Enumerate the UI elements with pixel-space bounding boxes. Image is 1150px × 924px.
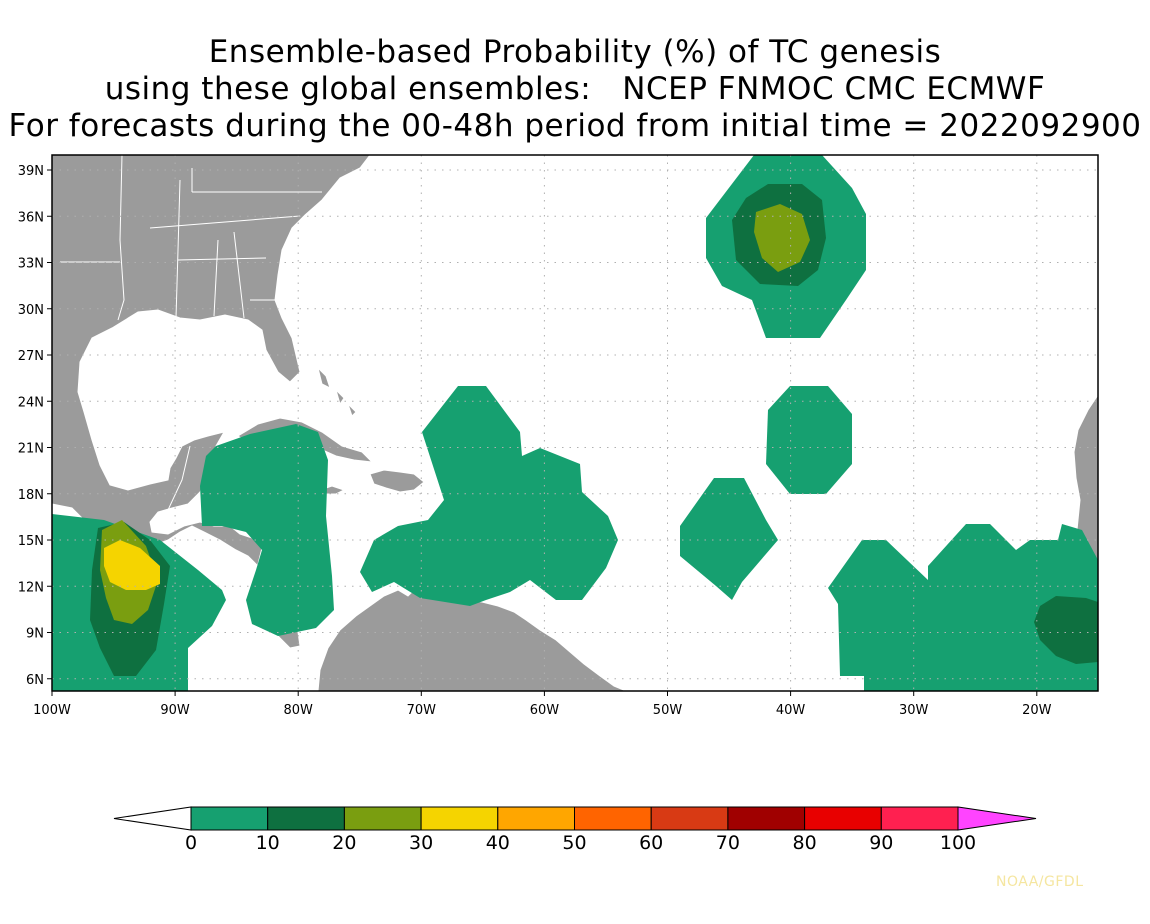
contour-0-10 xyxy=(828,524,1098,691)
axis-ticks xyxy=(47,169,1038,696)
probability-contours xyxy=(52,155,1098,691)
land xyxy=(52,155,1098,691)
lon-axis-labels: 100W 90W 80W 70W 60W 50W 40W 30W 20W xyxy=(33,703,1051,718)
lat-tick-label: 18N xyxy=(18,488,44,503)
lon-tick-label: 30W xyxy=(899,703,929,718)
colorbar-label: 50 xyxy=(562,832,586,854)
lon-tick-label: 50W xyxy=(653,703,683,718)
lat-tick-label: 15N xyxy=(18,534,44,549)
colorbar-bin-10 xyxy=(267,806,345,831)
title-line-2: using these global ensembles: NCEP FNMOC… xyxy=(104,71,1046,107)
colorbar-label: 60 xyxy=(639,832,663,854)
credit-text: NOAA/GFDL xyxy=(996,874,1084,890)
hispaniola-land xyxy=(369,469,425,493)
lon-tick-label: 40W xyxy=(776,703,806,718)
colorbar-legend: 0 10 20 30 40 50 60 70 80 90 100 xyxy=(113,806,1037,854)
colorbar-bin-90 xyxy=(880,806,959,831)
colorbar-label: 40 xyxy=(486,832,510,854)
colorbar-bin-30 xyxy=(420,806,499,831)
contour-20-30 xyxy=(754,204,810,272)
lat-tick-label: 30N xyxy=(18,303,44,318)
lon-tick-label: 80W xyxy=(283,703,313,718)
north-america-land xyxy=(52,155,371,649)
lat-tick-label: 6N xyxy=(26,673,44,688)
lat-axis-labels: 39N 36N 33N 30N 27N 24N 21N 18N 15N 12N 9N 6N xyxy=(18,164,44,688)
contour-10-20 xyxy=(1034,596,1098,664)
lat-tick-label: 27N xyxy=(18,349,44,364)
colorbar-label: 30 xyxy=(409,832,433,854)
colorbar-bin-50 xyxy=(574,806,652,831)
contour-30-40 xyxy=(104,540,160,590)
colorbar-label: 70 xyxy=(716,832,740,854)
colorbar-label: 10 xyxy=(256,832,280,854)
colorbar-bin-60 xyxy=(650,806,729,831)
colorbar-over-arrow xyxy=(957,806,1037,831)
map-frame xyxy=(51,154,1099,692)
contour-0-10 xyxy=(360,386,618,606)
colorbar-bin-20 xyxy=(343,806,422,831)
title-line-3: For forecasts during the 00-48h period f… xyxy=(8,108,1142,144)
contour-0-10 xyxy=(200,424,334,636)
contour-0-10 xyxy=(680,478,778,600)
colorbar-label: 20 xyxy=(332,832,356,854)
lat-tick-label: 9N xyxy=(26,627,44,642)
lon-tick-label: 60W xyxy=(530,703,560,718)
map-area xyxy=(52,155,1098,691)
contour-0-10 xyxy=(766,386,852,494)
colorbar-label: 90 xyxy=(869,832,893,854)
state-borders xyxy=(60,155,322,561)
lon-tick-label: 20W xyxy=(1022,703,1052,718)
lat-tick-label: 12N xyxy=(18,580,44,595)
lat-tick-label: 36N xyxy=(18,210,44,225)
lon-tick-label: 90W xyxy=(160,703,190,718)
lon-tick-label: 70W xyxy=(407,703,437,718)
lat-tick-label: 33N xyxy=(18,257,44,272)
lat-tick-label: 39N xyxy=(18,164,44,179)
colorbar-label: 100 xyxy=(940,832,976,854)
colorbar-bin-80 xyxy=(804,806,882,831)
bahamas-land xyxy=(317,366,357,417)
chart-title: Ensemble-based Probability (%) of TC gen… xyxy=(0,34,1150,145)
colorbar-under-arrow xyxy=(113,806,192,831)
lat-tick-label: 24N xyxy=(18,395,44,410)
colorbar-label: 0 xyxy=(185,832,197,854)
colorbar-bin-70 xyxy=(727,806,806,831)
colorbar-bin-0 xyxy=(190,806,269,831)
title-line-1: Ensemble-based Probability (%) of TC gen… xyxy=(208,34,942,70)
lon-tick-label: 100W xyxy=(33,703,71,718)
colorbar-bin-40 xyxy=(497,806,575,831)
colorbar-label: 80 xyxy=(793,832,817,854)
lat-tick-label: 21N xyxy=(18,442,44,457)
